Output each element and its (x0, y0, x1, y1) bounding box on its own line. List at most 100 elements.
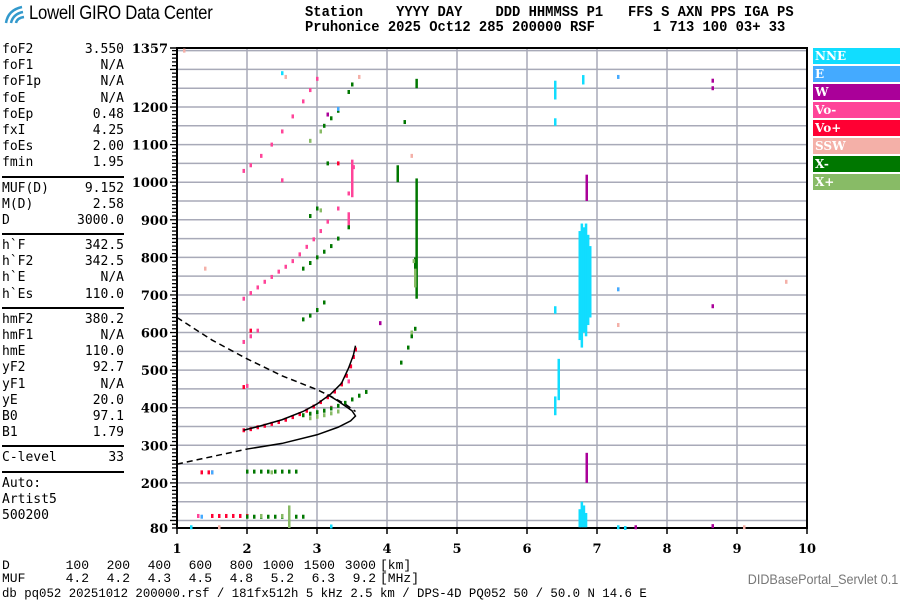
echo-xminus-point (302, 514, 305, 519)
echo-xminus-point (253, 469, 256, 474)
param-label: B0 (2, 408, 18, 424)
echo-xminus-point (330, 116, 333, 121)
table-cell: 4.2 (65, 571, 89, 586)
unit-label: [km] (380, 558, 412, 573)
echo-voplus-point (225, 513, 228, 518)
echo-xminus-point (316, 206, 319, 211)
param-label: fxI (2, 122, 26, 138)
echo-xplus-point (323, 413, 326, 418)
param-row: h`Es 110.0 (2, 287, 124, 303)
echo-voplus-point (232, 513, 235, 518)
echo-xplus-point (316, 414, 319, 419)
logo-text: Lowell GIRO Data Center (29, 3, 213, 24)
echo-w-span (585, 174, 588, 201)
table-cell: 100 (65, 558, 89, 573)
param-row: B0 97.1 (2, 409, 124, 425)
y-tick-label: 1357 (132, 42, 168, 57)
echo-vominus-point (270, 274, 273, 279)
echo-vominus-span (351, 159, 354, 198)
echo-voplus-point (277, 420, 280, 425)
echo-vominus-point (347, 191, 350, 196)
param-label: hmF2 (2, 311, 34, 327)
param-label: foEp (2, 106, 34, 122)
echo-xminus-point (246, 469, 249, 474)
echo-voplus-point (211, 513, 214, 518)
echo-xminus-point (400, 360, 403, 365)
echo-voplus-point (354, 347, 357, 352)
echo-w-span (585, 452, 588, 483)
echo-voplus-point (349, 364, 353, 369)
row-label: MUF (2, 571, 26, 586)
profile-curve (246, 393, 357, 450)
param-label: MUF(D) (2, 180, 49, 196)
table-cell: 1500 (303, 558, 335, 573)
echo-voplus-point (200, 470, 203, 475)
x-tick-label: 8 (662, 542, 671, 557)
echo-nne-span (554, 118, 557, 126)
echo-vominus-point (319, 229, 322, 234)
echo-ssw-point (785, 279, 788, 284)
param-value: 3000.0 (77, 212, 124, 228)
echo-xplus-point (270, 470, 273, 475)
param-value: 342.5 (84, 254, 124, 270)
echo-xminus-span (415, 78, 418, 89)
param-row: yF2 92.7 (2, 360, 124, 376)
echo-vominus-point (242, 168, 245, 173)
echo-vominus-point (260, 153, 263, 158)
echo-vominus-point (305, 244, 308, 249)
param-row: yE 20.0 (2, 393, 124, 409)
echo-xminus-point (403, 120, 406, 125)
echo-xminus-point (309, 313, 312, 318)
y-tick-label: 1000 (132, 176, 168, 191)
table-cell: 200 (106, 558, 130, 573)
table-cell: 4.3 (147, 571, 171, 586)
echo-vominus-point (277, 269, 280, 274)
table-cell: 5.2 (270, 571, 294, 586)
table-cell: 600 (188, 558, 212, 573)
legend-item-xplus: X+ (813, 174, 900, 190)
echo-nne-span (554, 80, 557, 100)
param-value: N/A (100, 74, 124, 90)
muf-table: D 100 200 400 600 800 1000 1500 3000 [km] MUF 4.2 4… (2, 559, 419, 585)
echo-nne-span (582, 227, 586, 333)
param-label: yF1 (2, 376, 26, 392)
echo-nne-span (578, 509, 581, 528)
echo-e-point (617, 287, 620, 292)
param-label: h`F (2, 238, 26, 254)
echo-nne-span (554, 306, 557, 314)
param-label: h`F2 (2, 254, 34, 270)
unit-label: [MHz] (380, 571, 420, 586)
param-value: 1.79 (92, 425, 124, 441)
param-row: hmF1 N/A (2, 328, 124, 344)
param-row: h`F2 342.5 (2, 254, 124, 270)
echo-ssw-point (218, 525, 221, 530)
echo-xminus-point (295, 514, 298, 519)
table-cell: 4.2 (106, 571, 130, 586)
x-tick-label: 1 (172, 542, 181, 557)
echo-xminus-point (281, 469, 284, 474)
echo-xplus-point (319, 208, 322, 213)
param-row: foF1p N/A (2, 74, 124, 90)
param-row: foF2 3.550 (2, 42, 124, 58)
echo-xplus-span (288, 505, 291, 528)
y-tick-label: 1200 (132, 101, 168, 116)
echo-xplus-point (309, 416, 312, 421)
legend-item-vominus: Vo- (813, 102, 900, 118)
echo-xminus-point (330, 244, 333, 249)
profile-curve (243, 345, 357, 431)
echo-xplus-point (260, 513, 263, 518)
echo-nne-span (578, 231, 581, 341)
echo-xminus-point (316, 410, 319, 415)
param-row: hmF2 380.2 (2, 312, 124, 328)
echo-voplus-point (218, 513, 221, 518)
echo-xminus-span (415, 178, 418, 299)
servlet-label: DIDBasePortal_Servlet 0.1 (747, 571, 898, 587)
echo-vominus-point (316, 76, 319, 81)
echo-xminus-point (407, 345, 410, 350)
param-value: 342.5 (84, 238, 124, 254)
header-labels: Station YYYY DAY DDD HHMMSS P1 FFS S AXN… (305, 4, 794, 21)
legend-item-ssw: SSW (813, 138, 900, 154)
echo-voplus-point (345, 373, 348, 378)
echo-nne-point (330, 524, 333, 529)
param-value: 4.25 (92, 122, 124, 138)
